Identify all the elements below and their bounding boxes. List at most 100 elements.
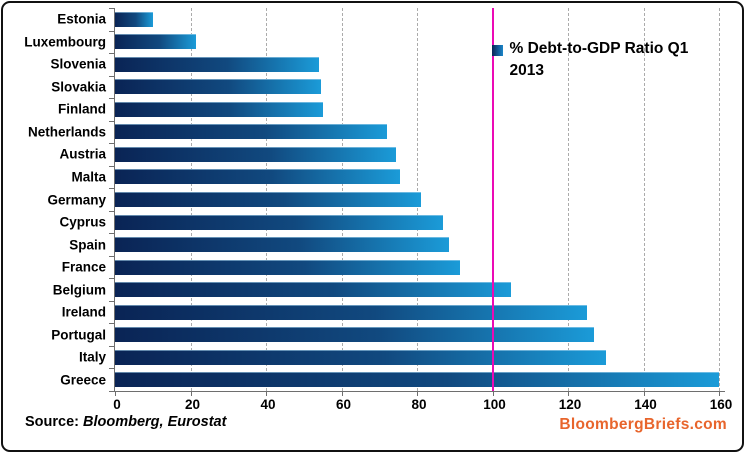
axis-tick	[109, 300, 114, 302]
axis-tick	[109, 233, 114, 235]
axis-tick	[492, 391, 494, 396]
axis-tick	[190, 391, 192, 396]
category-label: Luxembourg	[24, 34, 106, 50]
bar-row: Malta	[71, 166, 719, 189]
x-tick-label: 100	[483, 397, 506, 412]
bar	[115, 11, 153, 27]
bar-row: Luxembourg	[24, 31, 719, 54]
bar-row: Cyprus	[59, 211, 719, 234]
bar	[115, 79, 321, 95]
axis-tick	[109, 188, 114, 190]
source-note: Source: Bloomberg, Eurostat	[25, 414, 227, 430]
bar	[115, 56, 319, 72]
x-tick-label: 80	[411, 397, 427, 412]
axis-tick	[109, 323, 114, 325]
category-label: Malta	[71, 169, 106, 185]
bar-row: Germany	[47, 188, 719, 211]
plot-area: Estonia Luxembourg Slovenia Slovakia Finland…	[24, 8, 725, 396]
bar	[115, 372, 719, 388]
bar-row: Netherlands	[28, 121, 719, 144]
axis-tick	[109, 391, 114, 392]
bar	[115, 304, 587, 320]
x-tick-label: 20	[184, 397, 201, 412]
category-label: Ireland	[61, 304, 106, 320]
category-label: Portugal	[51, 327, 106, 343]
bar-row: Finland	[58, 98, 719, 121]
x-tick-label: 160	[709, 397, 733, 412]
category-label: Belgium	[52, 282, 106, 298]
bar	[115, 169, 400, 185]
gridline	[568, 8, 569, 391]
bar	[115, 146, 397, 162]
category-label: Italy	[78, 349, 106, 365]
bar-row: France	[62, 256, 719, 279]
axis-tick	[109, 53, 114, 55]
bar-row: Spain	[69, 233, 719, 256]
bar-row: Estonia	[57, 8, 719, 31]
gridline	[719, 8, 720, 391]
category-label: Finland	[58, 101, 106, 117]
bar-row: Slovakia	[51, 76, 719, 99]
bar-row: Greece	[60, 369, 719, 392]
bar	[115, 237, 450, 253]
category-label: Netherlands	[27, 124, 106, 140]
axis-tick	[109, 98, 114, 100]
x-tick-label: 40	[260, 397, 276, 412]
legend: % Debt-to-GDP Ratio Q1 2013	[491, 38, 716, 82]
category-label: Germany	[47, 192, 106, 208]
category-label: Slovenia	[50, 56, 106, 72]
axis-tick	[568, 391, 569, 396]
x-tick-label: 0	[113, 397, 121, 412]
category-label: Slovakia	[51, 79, 106, 95]
bar-row: Ireland	[62, 301, 719, 324]
category-label: Spain	[69, 237, 106, 253]
axis-tick	[643, 391, 645, 396]
category-label: Greece	[60, 372, 106, 388]
bar-row: Italy	[79, 346, 719, 369]
axis-tick	[109, 165, 114, 167]
axis-tick	[109, 75, 114, 77]
axis-tick	[266, 391, 267, 396]
bar	[115, 124, 387, 140]
axis-tick	[109, 368, 114, 370]
legend-swatch-icon	[491, 45, 503, 56]
axis-tick	[341, 391, 343, 396]
value-axis-labels: 0 20 40 60 80 100 120 140 160	[113, 397, 732, 415]
bar	[115, 101, 323, 117]
axis-tick	[109, 120, 114, 122]
bar	[115, 214, 444, 230]
bar	[115, 282, 512, 298]
category-label: Cyprus	[59, 214, 106, 230]
category-label: Austria	[59, 146, 106, 162]
bar	[115, 192, 421, 208]
axis-tick	[109, 210, 114, 212]
legend-label: % Debt-to-GDP Ratio Q1 2013	[509, 40, 689, 79]
gridline	[643, 8, 645, 391]
bar-rows: Estonia Luxembourg Slovenia Slovakia Finland…	[24, 8, 719, 392]
axis-tick	[115, 391, 116, 396]
axis-tick	[109, 255, 114, 257]
axis-tick	[109, 8, 114, 9]
axis-tick	[719, 391, 720, 396]
axis-tick	[109, 278, 114, 280]
axis-tick	[109, 30, 114, 32]
bar-row: Belgium	[53, 278, 719, 301]
bar-row: Austria	[59, 143, 719, 166]
x-tick-label: 120	[558, 397, 582, 412]
reference-line-100	[491, 8, 494, 391]
category-axis-line	[114, 8, 115, 391]
category-label: Estonia	[57, 11, 106, 27]
category-label: France	[61, 259, 106, 275]
axis-tick	[109, 143, 114, 145]
axis-tick	[109, 345, 114, 347]
bloomberg-briefs-logo: BloombergBriefs.com	[559, 416, 727, 433]
x-tick-label: 60	[335, 397, 352, 412]
axis-tick	[417, 391, 418, 396]
bar	[115, 327, 595, 343]
bar-row: Slovenia	[50, 53, 719, 76]
bar	[115, 349, 606, 365]
x-tick-label: 140	[634, 397, 657, 412]
bar	[115, 259, 461, 275]
bar	[115, 34, 197, 50]
bar-row: Portugal	[51, 323, 719, 346]
